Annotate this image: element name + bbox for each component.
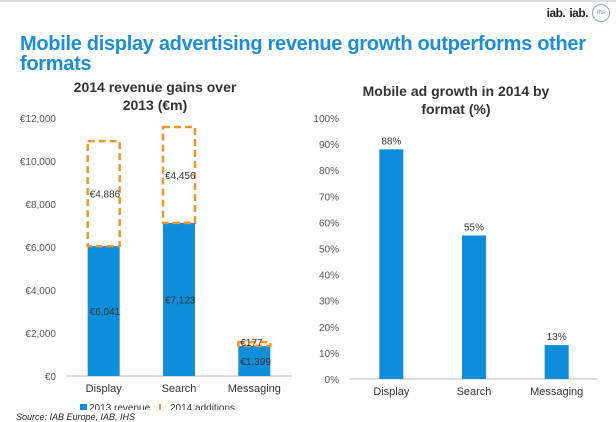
y-tick-label: 90% bbox=[319, 140, 339, 151]
legend-swatch-2013-revenue bbox=[80, 404, 87, 410]
y-tick-label: €0 bbox=[45, 372, 57, 383]
bar-growth-display bbox=[379, 149, 404, 379]
bar-2013-revenue-search bbox=[163, 222, 195, 376]
y-tick-label: 70% bbox=[319, 192, 339, 203]
legend-swatch-2014-additions bbox=[159, 404, 167, 410]
y-tick-label: 100% bbox=[313, 114, 339, 125]
iab-logo-2: iab. bbox=[569, 6, 588, 20]
logos: iab. iab. ihs bbox=[547, 4, 610, 22]
chart-title-line-2: 2013 (€m) bbox=[123, 97, 188, 113]
y-tick-label: €6,000 bbox=[25, 243, 56, 254]
y-tick-label: 80% bbox=[319, 166, 339, 177]
y-tick-label: 40% bbox=[319, 271, 339, 282]
y-tick-label: €4,000 bbox=[25, 286, 56, 297]
y-tick-label: 20% bbox=[319, 323, 339, 334]
bar-2014-additions-display bbox=[86, 139, 121, 248]
x-tick-label: Search bbox=[162, 383, 197, 395]
y-tick-label: €2,000 bbox=[25, 329, 56, 340]
legend-label-2014-additions: 2014 additions bbox=[170, 403, 235, 410]
revenue-gains-chart: 2014 revenue gains over 2013 (€m) €0 €2,000… bbox=[20, 80, 292, 410]
bar-growth-search bbox=[462, 235, 486, 379]
mobile-growth-chart: Mobile ad growth in 2014 by format (%) 0% 1… bbox=[313, 83, 598, 398]
header-divider bbox=[0, 0, 616, 2]
y-tick-label: €10,000 bbox=[20, 157, 57, 168]
ihs-logo: ihs bbox=[592, 4, 610, 22]
bar-growth-messaging bbox=[544, 345, 569, 379]
data-label-2013: €7,123 bbox=[165, 295, 196, 306]
x-tick-label: Display bbox=[86, 383, 123, 395]
bar-2013-revenue-messaging bbox=[238, 345, 271, 376]
chart-title-line-1: Mobile ad growth in 2014 by bbox=[363, 83, 550, 99]
chart-title-line-2: format (%) bbox=[421, 101, 490, 117]
iab-logo: iab. bbox=[546, 6, 566, 20]
bar-2014-additions-messaging bbox=[237, 340, 272, 348]
data-label: 13% bbox=[547, 332, 567, 343]
y-tick-label: 50% bbox=[319, 245, 339, 256]
y-tick-label: 30% bbox=[319, 297, 339, 308]
data-label: 88% bbox=[381, 136, 401, 147]
bar-2013-revenue-display bbox=[87, 246, 120, 376]
data-label: 55% bbox=[464, 222, 484, 233]
y-tick-label: €8,000 bbox=[25, 200, 56, 211]
y-tick-label: 10% bbox=[319, 349, 339, 360]
data-label-2014: €177 bbox=[240, 338, 263, 349]
y-tick-label: 0% bbox=[325, 375, 340, 386]
data-label-2014: €4,886 bbox=[90, 190, 121, 201]
y-tick-label: 60% bbox=[319, 218, 339, 229]
data-label-2014: €4,456 bbox=[165, 171, 196, 182]
data-label-2013: €6,041 bbox=[90, 307, 121, 318]
x-tick-label: Messaging bbox=[530, 386, 583, 398]
legend-label-2013-revenue: 2013 revenue bbox=[89, 403, 151, 410]
chart-title-line-1: 2014 revenue gains over bbox=[74, 80, 237, 95]
slide-title: Mobile display advertising revenue growt… bbox=[20, 33, 586, 75]
data-label-2013: €1,399 bbox=[240, 357, 271, 368]
source-note: Source: IAB Europe, IAB, IHS bbox=[16, 412, 136, 422]
bar-2014-additions-search bbox=[161, 125, 197, 225]
x-tick-label: Messaging bbox=[228, 383, 281, 395]
y-tick-label: €12,000 bbox=[20, 114, 57, 125]
x-tick-label: Display bbox=[373, 386, 410, 398]
x-tick-label: Search bbox=[457, 386, 492, 398]
